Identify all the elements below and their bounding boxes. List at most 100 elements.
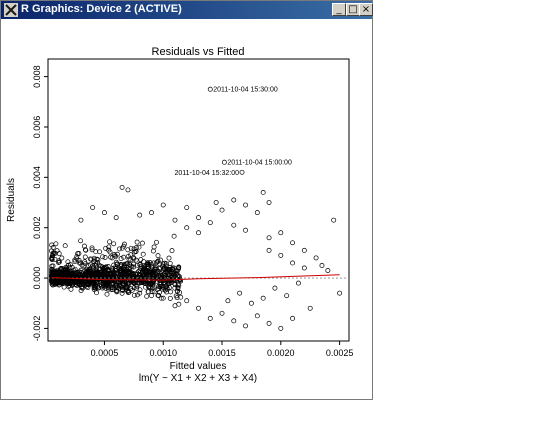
data-point xyxy=(149,280,155,286)
data-point xyxy=(87,272,93,278)
data-point xyxy=(131,292,137,298)
data-point xyxy=(162,265,168,271)
data-point xyxy=(72,257,78,263)
data-point xyxy=(121,241,127,247)
data-point xyxy=(73,279,79,285)
data-point xyxy=(49,257,55,263)
close-button[interactable]: × xyxy=(359,3,373,16)
data-point xyxy=(149,210,154,216)
data-point xyxy=(331,217,337,223)
data-point xyxy=(243,323,248,329)
y-tick-label: 0.006 xyxy=(32,116,42,139)
data-point xyxy=(61,271,67,277)
data-point xyxy=(231,197,237,203)
data-point xyxy=(163,272,169,278)
data-point xyxy=(100,254,106,260)
data-point xyxy=(79,262,85,268)
data-point xyxy=(307,305,313,311)
data-point xyxy=(93,249,99,255)
data-point xyxy=(79,282,84,287)
data-point xyxy=(284,293,290,299)
data-point xyxy=(173,293,179,299)
data-point xyxy=(158,257,164,263)
data-point xyxy=(243,227,248,233)
data-point xyxy=(83,247,89,253)
data-point xyxy=(167,267,173,273)
data-point xyxy=(113,288,119,293)
data-point xyxy=(72,259,78,265)
data-point xyxy=(207,315,213,321)
data-point xyxy=(164,286,170,292)
data-point xyxy=(78,238,84,244)
data-point xyxy=(115,284,121,290)
data-point xyxy=(278,252,284,258)
data-point xyxy=(150,248,156,254)
data-point xyxy=(60,279,66,285)
data-point xyxy=(213,200,219,205)
data-point xyxy=(65,272,71,278)
data-point xyxy=(129,264,135,270)
data-point xyxy=(254,313,260,319)
data-point xyxy=(114,262,120,267)
data-point xyxy=(66,262,71,268)
data-point xyxy=(59,255,65,261)
data-point xyxy=(158,295,164,301)
data-point xyxy=(56,276,61,282)
data-point xyxy=(178,294,184,300)
data-point xyxy=(119,290,125,296)
data-point xyxy=(147,260,153,266)
data-point xyxy=(126,256,132,262)
data-point xyxy=(290,315,296,321)
data-point xyxy=(141,259,147,265)
data-point xyxy=(174,288,180,294)
data-point xyxy=(91,258,97,264)
data-point xyxy=(53,241,59,247)
data-point xyxy=(248,300,254,306)
data-point xyxy=(337,290,343,296)
data-point xyxy=(137,212,143,218)
data-point xyxy=(89,245,95,251)
y-axis: -0.002 0.000 0.002 0.004 0.006 0.008 xyxy=(32,65,48,341)
data-point xyxy=(125,253,131,259)
data-point xyxy=(155,253,161,259)
data-point xyxy=(153,260,159,266)
data-point xyxy=(149,293,154,299)
data-point xyxy=(313,255,319,261)
title-bar[interactable]: R Graphics: Device 2 (ACTIVE) _ □ × xyxy=(1,1,373,19)
maximize-button[interactable]: □ xyxy=(346,3,360,16)
data-point xyxy=(301,247,307,253)
data-point xyxy=(142,266,147,272)
minimize-button[interactable]: _ xyxy=(332,3,346,16)
data-point xyxy=(56,260,62,265)
data-point xyxy=(117,246,122,252)
data-point xyxy=(134,239,140,245)
x-tick-label: 0.0015 xyxy=(208,348,236,358)
data-point xyxy=(73,271,79,277)
data-point xyxy=(139,240,145,246)
data-point xyxy=(237,290,243,296)
outlier-label: 2011-10-04 15:00:00 xyxy=(227,160,292,167)
data-point xyxy=(125,187,131,193)
data-point xyxy=(75,251,81,257)
data-point xyxy=(172,303,178,309)
data-point xyxy=(106,247,112,253)
y-tick-label: 0.000 xyxy=(32,267,42,290)
data-point xyxy=(125,288,131,294)
data-point xyxy=(93,263,99,269)
data-point xyxy=(167,295,173,301)
data-point xyxy=(109,285,115,291)
data-point xyxy=(50,279,56,285)
y-tick-label: 0.008 xyxy=(32,65,42,88)
data-point xyxy=(100,280,106,286)
data-point xyxy=(160,278,166,284)
data-point xyxy=(130,278,136,284)
data-point xyxy=(196,305,201,311)
data-point xyxy=(266,200,272,205)
outlier-label: 2011-10-04 15:32:00 xyxy=(175,170,240,177)
data-point xyxy=(157,289,163,295)
r-logo-icon xyxy=(4,3,18,17)
data-point xyxy=(137,262,143,268)
data-point xyxy=(219,310,225,316)
data-point xyxy=(78,288,84,293)
data-point xyxy=(144,293,150,299)
